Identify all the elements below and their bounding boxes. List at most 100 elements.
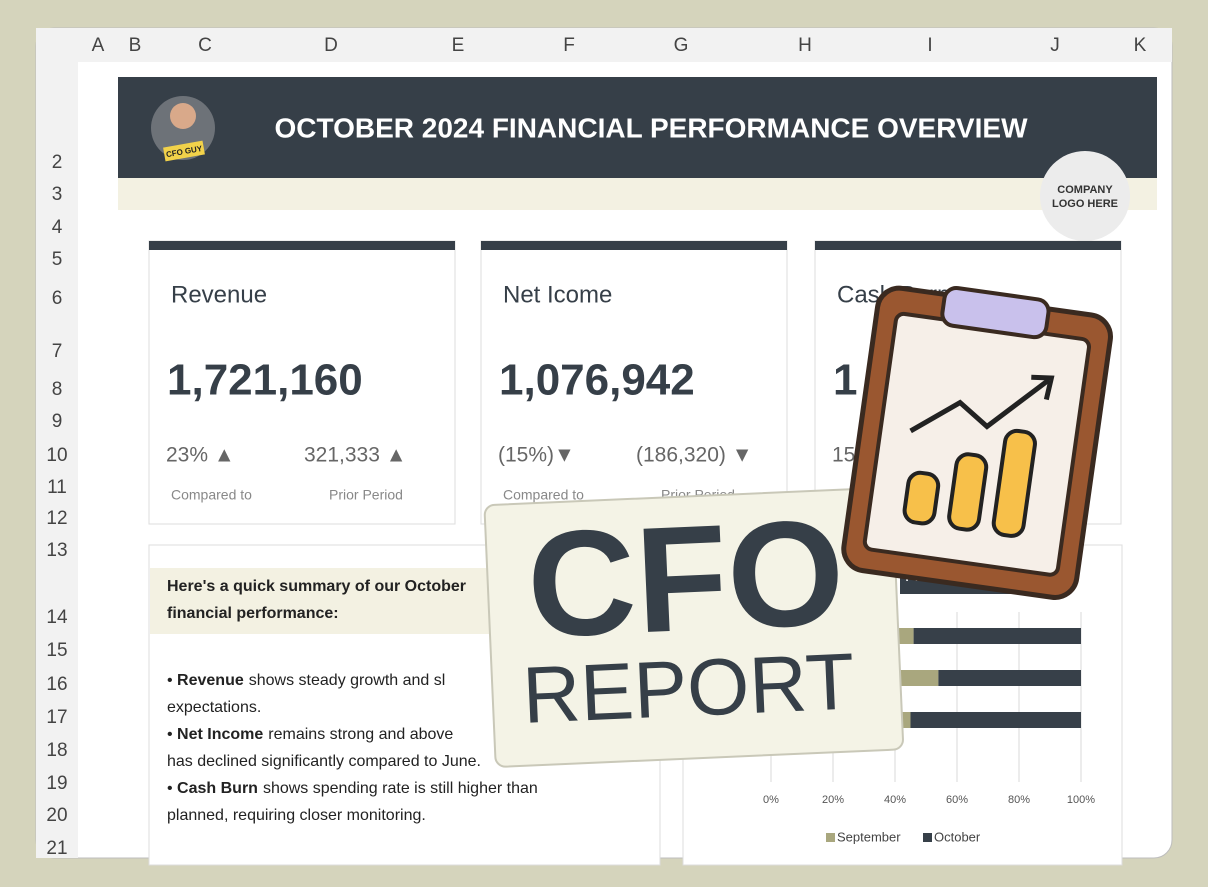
row-number: 13	[46, 540, 67, 561]
logo-circle	[1040, 151, 1130, 241]
clipboard-clip	[940, 286, 1051, 340]
legend-swatch	[826, 833, 835, 842]
clipboard-paper	[862, 311, 1091, 577]
kpi-change-abs: (186,320) ▼	[636, 444, 753, 467]
column-letter: H	[798, 35, 812, 56]
x-tick-label: 60%	[946, 794, 968, 806]
bullet-text: planned, requiring closer monitoring.	[167, 807, 426, 824]
row-number: 19	[46, 773, 67, 794]
row-number: 11	[47, 477, 67, 498]
kpi-card-bar	[481, 241, 787, 250]
x-tick-label: 100%	[1067, 794, 1095, 806]
x-tick-label: 0%	[763, 794, 779, 806]
row-number: 20	[46, 805, 67, 826]
row-number: 8	[52, 379, 63, 400]
bullet-dot: •	[167, 780, 177, 797]
row-number: 4	[52, 217, 63, 238]
kpi-value: 1	[833, 356, 857, 405]
column-letter: B	[129, 35, 142, 56]
row-number: 7	[52, 341, 63, 362]
badge	[163, 140, 205, 162]
kpi-compare-label: Compared to	[503, 487, 584, 503]
banner	[118, 77, 1157, 178]
bar-segment	[913, 628, 1081, 644]
kpi-title: Net Icome	[503, 281, 612, 308]
legend-swatch	[923, 833, 932, 842]
column-letter: D	[324, 35, 338, 56]
row-number: 2	[52, 152, 63, 173]
kpi-card	[148, 240, 456, 525]
bullet-label: Cash Burn	[177, 780, 258, 797]
row-number: 18	[46, 740, 67, 761]
clipboard	[841, 285, 1113, 600]
row-number: 21	[46, 838, 67, 859]
x-tick-label: 20%	[822, 794, 844, 806]
kpi-change-pct: (15%)▼	[498, 444, 575, 467]
bullet-text: expectations.	[167, 699, 261, 716]
column-letter: F	[563, 35, 575, 56]
row-number: 17	[46, 707, 67, 728]
kpi-card-bar	[149, 241, 455, 250]
legend-label: October	[934, 829, 981, 844]
bullet-text: shows spending rate is still higher than	[263, 780, 538, 797]
row-number: 5	[52, 249, 63, 270]
sticker-subtitle: REPORT	[521, 636, 856, 739]
kpi-compare-label: Compared to	[171, 487, 252, 503]
icon-bar	[902, 470, 941, 526]
banner-band	[118, 178, 1157, 210]
kpi-value: 1,076,942	[499, 356, 695, 405]
kpi-change-abs: 321,333 ▲	[304, 444, 407, 467]
bullet-text: shows steady growth and sl	[249, 672, 446, 689]
logo-text: LOGO HERE	[1052, 198, 1118, 210]
column-letter: J	[1050, 35, 1060, 56]
arrow-head	[1031, 374, 1055, 401]
column-letter: I	[927, 35, 932, 56]
bar-segment	[938, 670, 1081, 686]
kpi-change-pct: 23% ▲	[166, 444, 235, 467]
sticker-title: CFO	[524, 487, 848, 669]
kpi-prior-label: Prior Period	[329, 487, 403, 503]
row-number: 6	[52, 288, 63, 309]
row-number: 9	[52, 411, 63, 432]
sticker: CFO REPORT	[483, 486, 904, 768]
bullet: • Revenue shows steady growth and sl	[167, 672, 445, 689]
bullet-label: Revenue	[177, 672, 244, 689]
column-header-bar	[36, 28, 1172, 62]
column-letter: E	[452, 35, 465, 56]
bullet-label: Net Income	[177, 726, 263, 743]
dynamic-layer: A B C D E F G H I J K 2 3 4 5 6 7 8 9 10 11 12 13 14 15 16 17 18 19 2…	[46, 35, 1146, 859]
kpi-change-pct: 15	[832, 444, 855, 467]
kpi-card-bar	[815, 241, 1121, 250]
row-number: 16	[46, 674, 67, 695]
column-letter: A	[92, 35, 105, 56]
summary-heading: Here's a quick summary of our October	[167, 578, 466, 595]
kpi-card	[480, 240, 788, 525]
column-letter: C	[198, 35, 212, 56]
row-number: 12	[46, 508, 67, 529]
row-number: 3	[52, 184, 63, 205]
logo-text: COMPANY	[1057, 184, 1113, 196]
kpi-value: 1,721,160	[167, 356, 363, 405]
row-number: 15	[46, 640, 67, 661]
x-tick-label: 40%	[884, 794, 906, 806]
legend-label: September	[837, 829, 901, 844]
bullet: • Net Income remains strong and above	[167, 726, 453, 743]
bullet: • Cash Burn shows spending rate is still …	[167, 780, 538, 797]
row-number: 10	[46, 445, 67, 466]
sticker-card	[483, 486, 904, 768]
bullet-dot: •	[167, 672, 177, 689]
icon-bar	[947, 452, 989, 532]
bullet-dot: •	[167, 726, 177, 743]
kpi-title: Revenue	[171, 281, 267, 308]
trend-arrow	[909, 377, 1051, 434]
bullet-text: has declined significantly compared to J…	[167, 753, 481, 770]
bullet-text: remains strong and above	[268, 726, 453, 743]
summary-heading: financial performance:	[167, 605, 339, 622]
column-letter: G	[674, 35, 689, 56]
bar-segment	[910, 712, 1081, 728]
title: OCTOBER 2024 FINANCIAL PERFORMANCE OVERV…	[274, 112, 1028, 143]
column-letter: K	[1134, 35, 1147, 56]
icon-bar	[991, 428, 1037, 538]
row-header-bar	[36, 62, 78, 858]
